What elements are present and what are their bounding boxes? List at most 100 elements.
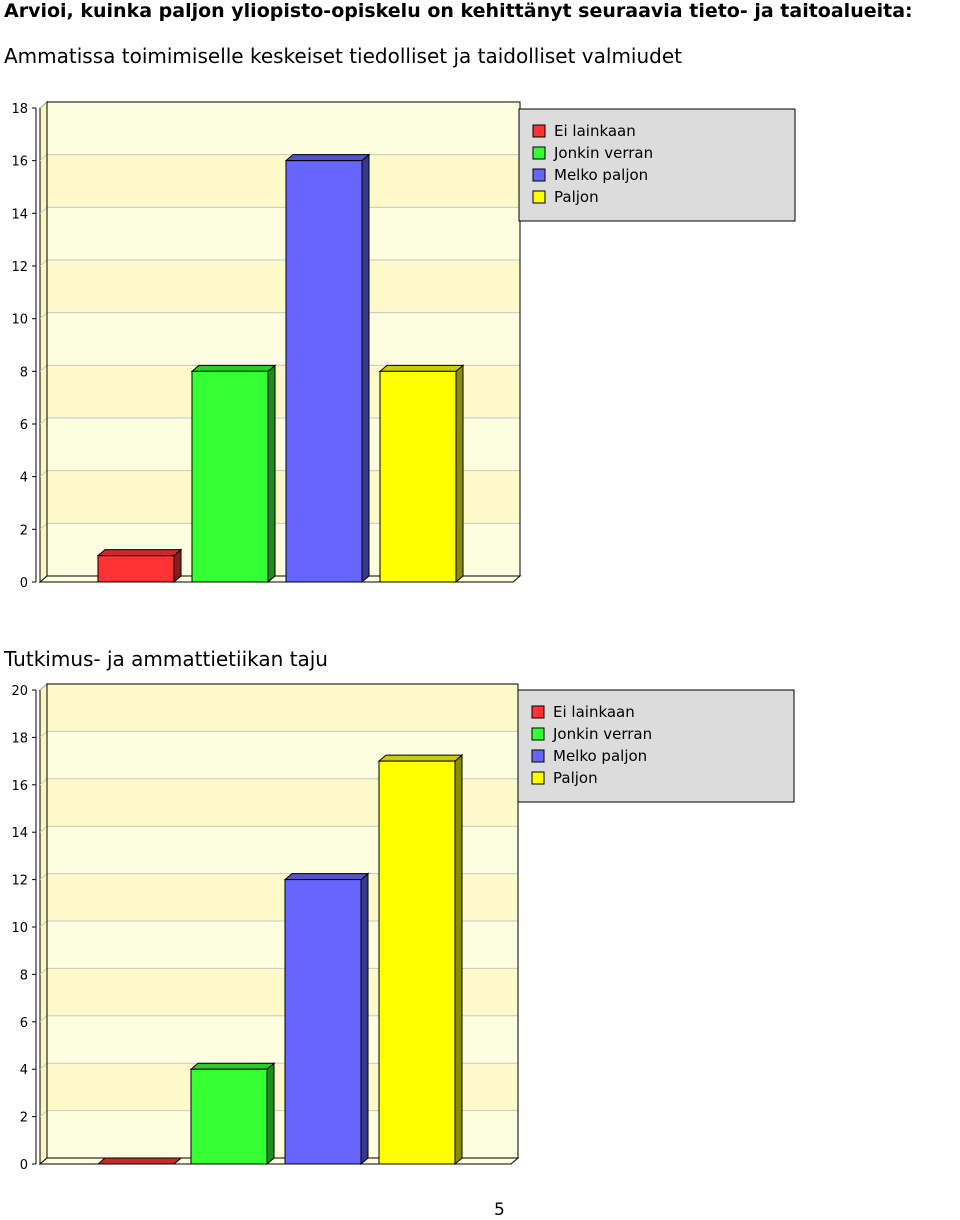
- plot-band: [47, 260, 520, 313]
- y-tick-label: 4: [20, 1063, 28, 1078]
- bar-top: [284, 154, 371, 162]
- legend-box: [517, 689, 795, 803]
- bar: [96, 548, 183, 584]
- y-tick-label: 6: [20, 1016, 28, 1031]
- gridline-side: [39, 825, 48, 833]
- gridline-side: [39, 364, 48, 372]
- chart-title: Ammatissa toimimiselle keskeiset tiedoll…: [4, 44, 682, 68]
- bar-top: [190, 364, 277, 372]
- gridline-side: [39, 778, 48, 786]
- bar-side: [267, 364, 276, 584]
- legend-swatch: [531, 727, 545, 741]
- legend-swatch: [532, 124, 546, 138]
- bar-front: [378, 760, 456, 1165]
- y-tick-label: 16: [11, 779, 28, 794]
- bar: [190, 364, 277, 584]
- gridline-side: [39, 731, 48, 738]
- gridline-side: [39, 259, 48, 267]
- gridline-side: [39, 470, 48, 478]
- bar: [378, 364, 465, 584]
- gridline-side: [39, 1015, 48, 1023]
- bar-chart-1: 0 2 4 6 8 10 12 14 16 18 Ei lainkaan Jonkin verran M…: [11, 100, 796, 591]
- bar: [283, 872, 370, 1166]
- legend-label: Paljon: [553, 769, 598, 787]
- chart-title: Tutkimus- ja ammattietiikan taju: [4, 647, 328, 671]
- plot-band: [47, 684, 518, 732]
- legend-swatch: [532, 190, 546, 204]
- y-tick-label: 14: [11, 207, 28, 222]
- legend-label: Melko paljon: [554, 166, 648, 184]
- gridline-side: [39, 683, 48, 691]
- bar-side: [360, 872, 369, 1166]
- y-tick-label: 10: [11, 313, 28, 328]
- y-tick-label: 6: [20, 418, 28, 433]
- gridline-side: [39, 417, 48, 425]
- bar: [189, 1062, 276, 1166]
- y-tick-label: 12: [11, 874, 28, 889]
- legend-swatch: [532, 168, 546, 182]
- legend-swatch: [531, 705, 545, 719]
- plot-band: [47, 102, 520, 155]
- bar-side: [361, 153, 370, 584]
- legend-swatch: [531, 771, 545, 785]
- y-tick-label: 8: [20, 365, 28, 380]
- y-tick-label: 18: [11, 102, 28, 117]
- y-tick-label: 18: [11, 731, 28, 746]
- legend-label: Jonkin verran: [552, 725, 652, 743]
- legend-label: Ei lainkaan: [554, 122, 636, 140]
- legend-swatch: [532, 146, 546, 160]
- y-tick-label: 0: [20, 1158, 28, 1173]
- y-tick-label: 2: [20, 1111, 28, 1126]
- y-tick-label: 16: [11, 155, 28, 170]
- bar-front: [97, 555, 175, 583]
- y-tick-label: 8: [20, 968, 28, 983]
- plot-band: [47, 154, 520, 208]
- legend-label: Ei lainkaan: [553, 703, 635, 721]
- bar: [377, 754, 464, 1166]
- page-heading: Arvioi, kuinka paljon yliopisto-opiskelu…: [4, 0, 913, 22]
- gridline-side: [39, 1062, 48, 1070]
- bar-side: [266, 1062, 275, 1166]
- legend-box: [518, 108, 796, 222]
- bar-top: [96, 549, 183, 557]
- plot-band: [47, 207, 520, 260]
- y-tick-label: 0: [20, 576, 28, 591]
- gridline-side: [39, 154, 48, 162]
- bar-top: [377, 754, 464, 762]
- bar-side: [454, 754, 463, 1166]
- y-tick-label: 2: [20, 523, 28, 538]
- gridline-side: [39, 101, 48, 109]
- page-number: 5: [494, 1200, 505, 1220]
- bar-front: [191, 370, 269, 583]
- gridline-side: [39, 968, 48, 975]
- legend-label: Melko paljon: [553, 747, 647, 765]
- plot-left-wall: [39, 100, 48, 584]
- bar-front: [379, 370, 457, 583]
- legend-label: Jonkin verran: [553, 144, 653, 162]
- bar-front: [285, 160, 363, 583]
- gridline-side: [39, 1110, 48, 1117]
- bar-top: [283, 873, 370, 881]
- legend-label: Paljon: [554, 188, 599, 206]
- plot-band: [47, 312, 520, 366]
- bar-chart-2: 0 2 4 6 8 10 12 14 16 18 20 Ei lainkaan Jonkin verra…: [11, 682, 795, 1173]
- gridline-side: [39, 206, 48, 214]
- bar-side: [455, 364, 464, 584]
- y-tick-label: 20: [11, 684, 28, 699]
- y-tick-label: 14: [11, 826, 28, 841]
- bar-top: [189, 1062, 276, 1070]
- gridline-side: [39, 312, 48, 320]
- y-tick-label: 10: [11, 921, 28, 936]
- bar: [96, 1157, 183, 1165]
- legend-swatch: [531, 749, 545, 763]
- gridline-side: [39, 873, 48, 880]
- bar-top: [96, 1157, 183, 1165]
- bar-front: [284, 879, 362, 1165]
- gridline-side: [39, 920, 48, 928]
- y-tick-label: 12: [11, 260, 28, 275]
- y-tick-label: 4: [20, 471, 28, 486]
- legend: Ei lainkaan Jonkin verran Melko paljon Palj…: [518, 108, 796, 222]
- bar-front: [190, 1068, 268, 1165]
- bar: [284, 153, 371, 584]
- legend: Ei lainkaan Jonkin verran Melko paljon Palj…: [517, 689, 795, 803]
